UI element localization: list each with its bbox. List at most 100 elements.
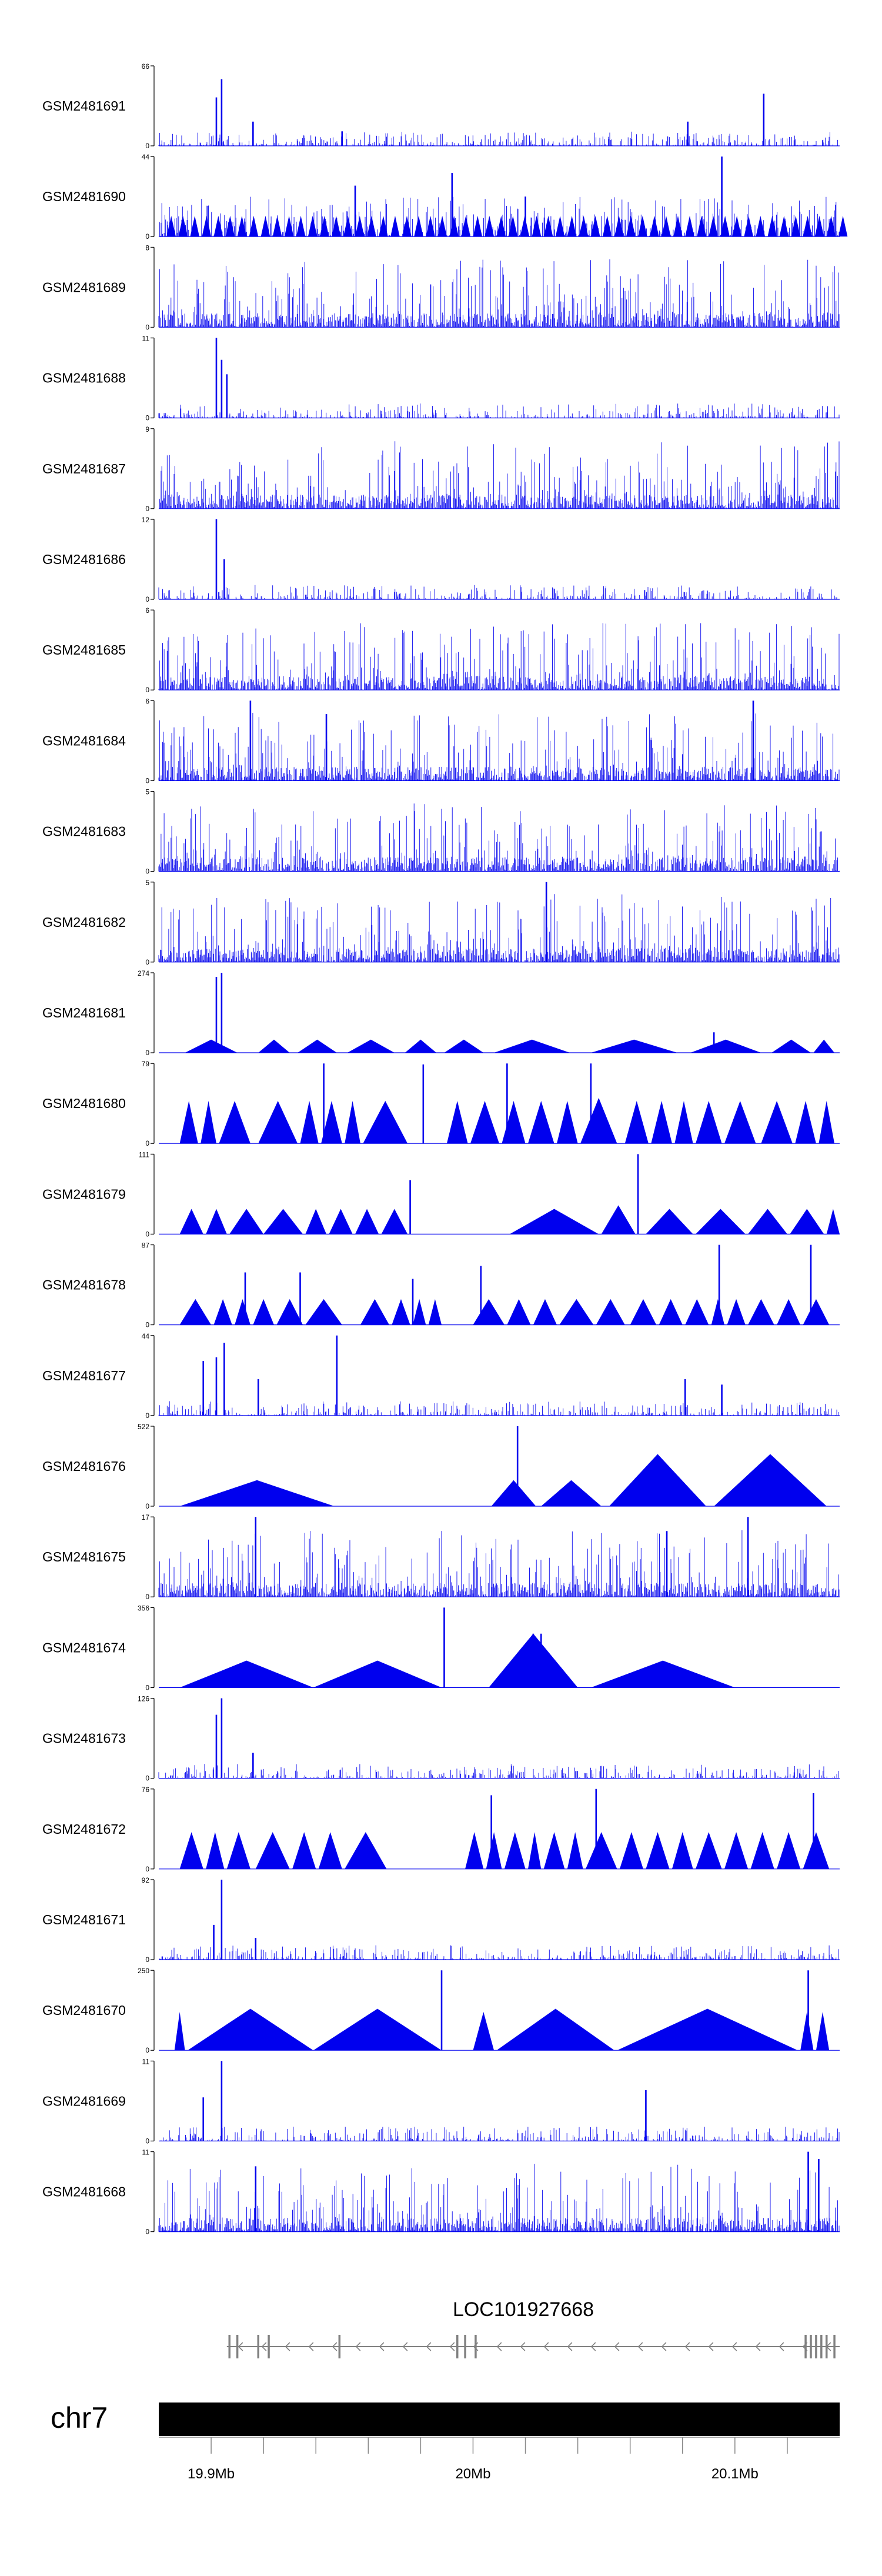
y-zero-label: 0 <box>145 414 149 422</box>
track-label: GSM2481682 <box>42 915 126 930</box>
y-max-label: 6 <box>145 697 149 705</box>
signal-block <box>777 1299 801 1325</box>
signal-block <box>767 215 777 237</box>
y-max-label: 11 <box>142 2057 150 2066</box>
signal-block <box>617 2008 798 2051</box>
signal-block <box>559 1299 594 1325</box>
signal-block <box>650 215 659 237</box>
signal-block <box>709 215 718 237</box>
signal-trace <box>158 441 840 509</box>
signal-block <box>533 1299 557 1325</box>
signal-block <box>258 1039 290 1053</box>
signal-block <box>363 1100 408 1144</box>
y-zero-label: 0 <box>145 2046 149 2054</box>
track-label: GSM2481672 <box>42 1821 126 1837</box>
signal-block <box>696 1100 722 1144</box>
signal-block <box>178 215 188 237</box>
signal-block <box>813 1039 835 1053</box>
strand-arrow <box>426 2342 432 2351</box>
signal-block <box>803 1832 830 1869</box>
signal-block <box>428 1299 442 1325</box>
gene-track: LOC101927668 <box>226 2298 840 2358</box>
coordinate-label: 20.1Mb <box>711 2466 759 2482</box>
signal-block <box>646 1209 693 1234</box>
signal-block <box>567 1832 583 1869</box>
signal-block <box>803 215 813 237</box>
y-zero-label: 0 <box>145 595 149 603</box>
signal-tracks: GSM2481691660GSM2481690440GSM248168980GS… <box>42 62 848 2236</box>
y-zero-label: 0 <box>145 142 149 150</box>
signal-block <box>367 215 376 237</box>
y-zero-label: 0 <box>145 1774 149 1783</box>
strand-arrow <box>637 2342 643 2351</box>
y-max-label: 12 <box>142 516 150 524</box>
strand-arrow <box>355 2342 361 2351</box>
signal-block <box>761 1100 793 1144</box>
signal-block <box>543 1832 565 1869</box>
signal-block <box>235 1299 250 1325</box>
track-GSM2481674: GSM2481674 356 0 <box>42 1604 840 1691</box>
y-zero-label: 0 <box>145 1865 149 1873</box>
track-label: GSM2481680 <box>42 1096 126 1111</box>
strand-arrow <box>520 2342 526 2351</box>
track-GSM2481679: GSM2481679 111 0 <box>42 1150 840 1238</box>
signal-block <box>527 1832 542 1869</box>
signal-block <box>485 215 495 237</box>
signal-block <box>473 215 483 237</box>
track-label: GSM2481670 <box>42 2003 126 2018</box>
signal-block <box>724 1832 749 1869</box>
signal-block <box>744 215 754 237</box>
signal-block <box>414 215 423 237</box>
signal-block <box>470 1100 499 1144</box>
signal-trace <box>158 403 840 418</box>
signal-trace <box>158 713 840 781</box>
signal-block <box>614 215 624 237</box>
track-label: GSM2481681 <box>42 1005 126 1020</box>
y-zero-label: 0 <box>145 1956 149 1964</box>
track-label: GSM2481690 <box>42 189 126 204</box>
signal-block <box>508 215 518 237</box>
signal-block <box>402 215 412 237</box>
y-max-label: 522 <box>138 1423 149 1431</box>
track-label: GSM2481675 <box>42 1549 126 1564</box>
signal-block <box>596 1299 625 1325</box>
y-max-label: 11 <box>142 335 150 343</box>
track-label: GSM2481678 <box>42 1277 126 1293</box>
signal-block <box>187 2008 313 2051</box>
signal-block <box>555 215 565 237</box>
y-max-label: 92 <box>142 1876 150 1884</box>
signal-block <box>685 1299 709 1325</box>
track-GSM2481689: GSM2481689 8 0 <box>42 243 840 331</box>
signal-block <box>674 1100 693 1144</box>
signal-block <box>444 1039 484 1053</box>
signal-block <box>748 1299 774 1325</box>
signal-block <box>748 1209 787 1234</box>
y-zero-label: 0 <box>145 776 149 785</box>
signal-block <box>619 1832 643 1869</box>
signal-block <box>756 215 766 237</box>
signal-block <box>253 1299 274 1325</box>
signal-trace <box>158 2164 840 2232</box>
signal-block <box>201 1100 216 1144</box>
signal-block <box>659 1299 683 1325</box>
track-label: GSM2481689 <box>42 279 126 295</box>
y-zero-label: 0 <box>145 1593 149 1601</box>
signal-block <box>347 1039 395 1053</box>
y-max-label: 274 <box>138 969 149 977</box>
track-label: GSM2481676 <box>42 1459 126 1474</box>
signal-block <box>626 215 636 237</box>
y-zero-label: 0 <box>145 1139 149 1147</box>
track-GSM2481691: GSM2481691 66 0 <box>42 62 840 150</box>
y-zero-label: 0 <box>145 867 149 876</box>
signal-block <box>685 215 694 237</box>
signal-block <box>179 1299 212 1325</box>
track-GSM2481687: GSM2481687 9 0 <box>42 425 840 513</box>
signal-block <box>226 1832 250 1869</box>
y-max-label: 8 <box>145 243 149 252</box>
track-GSM2481686: GSM2481686 12 0 <box>42 516 840 603</box>
signal-block <box>602 215 612 237</box>
signal-block <box>255 1832 290 1869</box>
strand-arrow <box>590 2342 596 2351</box>
signal-block <box>779 215 789 237</box>
